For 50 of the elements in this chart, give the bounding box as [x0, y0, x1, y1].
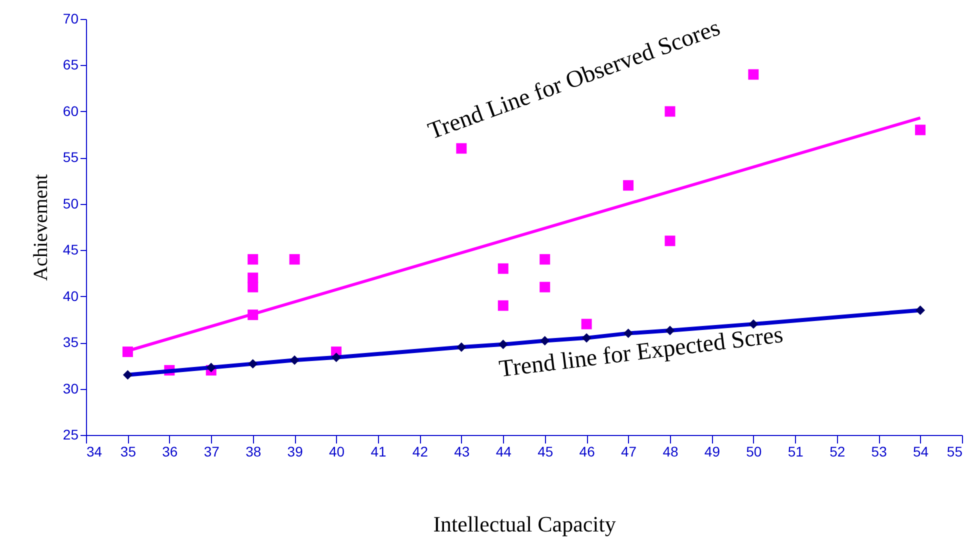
x-tick-label: 53: [871, 444, 888, 460]
point: [540, 254, 550, 265]
x-tick-label: 45: [538, 444, 554, 460]
x-tick-label: 51: [788, 444, 804, 460]
point: [623, 180, 634, 191]
x-tick-label: 34: [86, 444, 102, 460]
x-tick-label: 40: [328, 444, 345, 460]
y-tick-label: 35: [62, 334, 79, 350]
y-tick-label: 70: [62, 10, 79, 26]
point: [540, 282, 550, 292]
x-tick-label: 48: [662, 444, 678, 460]
y-tick-label: 40: [62, 288, 79, 304]
x-tick-label: 43: [454, 444, 470, 460]
x-tick-label: 36: [162, 444, 178, 460]
x-tick-label: 50: [746, 444, 762, 460]
point: [456, 143, 467, 154]
text: Trend line for Expected Scres: [498, 322, 784, 383]
point: [581, 318, 592, 330]
x-tick-label: 55: [946, 444, 963, 460]
y-tick-label: 45: [62, 242, 79, 258]
x-tick-label: 49: [704, 444, 720, 460]
x-tick-label: 54: [912, 444, 929, 460]
point: [248, 282, 258, 292]
x-axis-title: Intellectual Capacity: [433, 512, 616, 536]
x-tick-label: 47: [620, 444, 637, 460]
point: [664, 106, 676, 117]
x-tick-label: 52: [830, 444, 846, 460]
y-tick-label: 65: [62, 56, 79, 73]
x-tick-label: 37: [204, 444, 220, 460]
point: [498, 263, 508, 274]
x-tick-label: 35: [120, 444, 136, 460]
point: [289, 254, 300, 265]
x-tick-label: 39: [287, 444, 304, 460]
x-tick-label: 38: [246, 444, 262, 460]
y-tick-label: 60: [62, 102, 79, 119]
point: [748, 69, 759, 80]
y-tick-label: 55: [62, 149, 79, 166]
x-tick-label: 44: [496, 444, 512, 460]
y-tick-label: 25: [62, 426, 79, 442]
x-tick-label: 42: [412, 444, 428, 460]
x-tick-label: 41: [370, 444, 386, 460]
point: [248, 254, 258, 265]
point: [248, 272, 258, 284]
y-tick-label: 50: [62, 195, 79, 212]
y-axis-title: Achievement: [30, 174, 52, 281]
point: [498, 300, 508, 311]
x-tick-label: 46: [579, 444, 596, 460]
point: [915, 124, 926, 136]
y-tick-label: 30: [62, 380, 79, 396]
point: [664, 236, 676, 246]
